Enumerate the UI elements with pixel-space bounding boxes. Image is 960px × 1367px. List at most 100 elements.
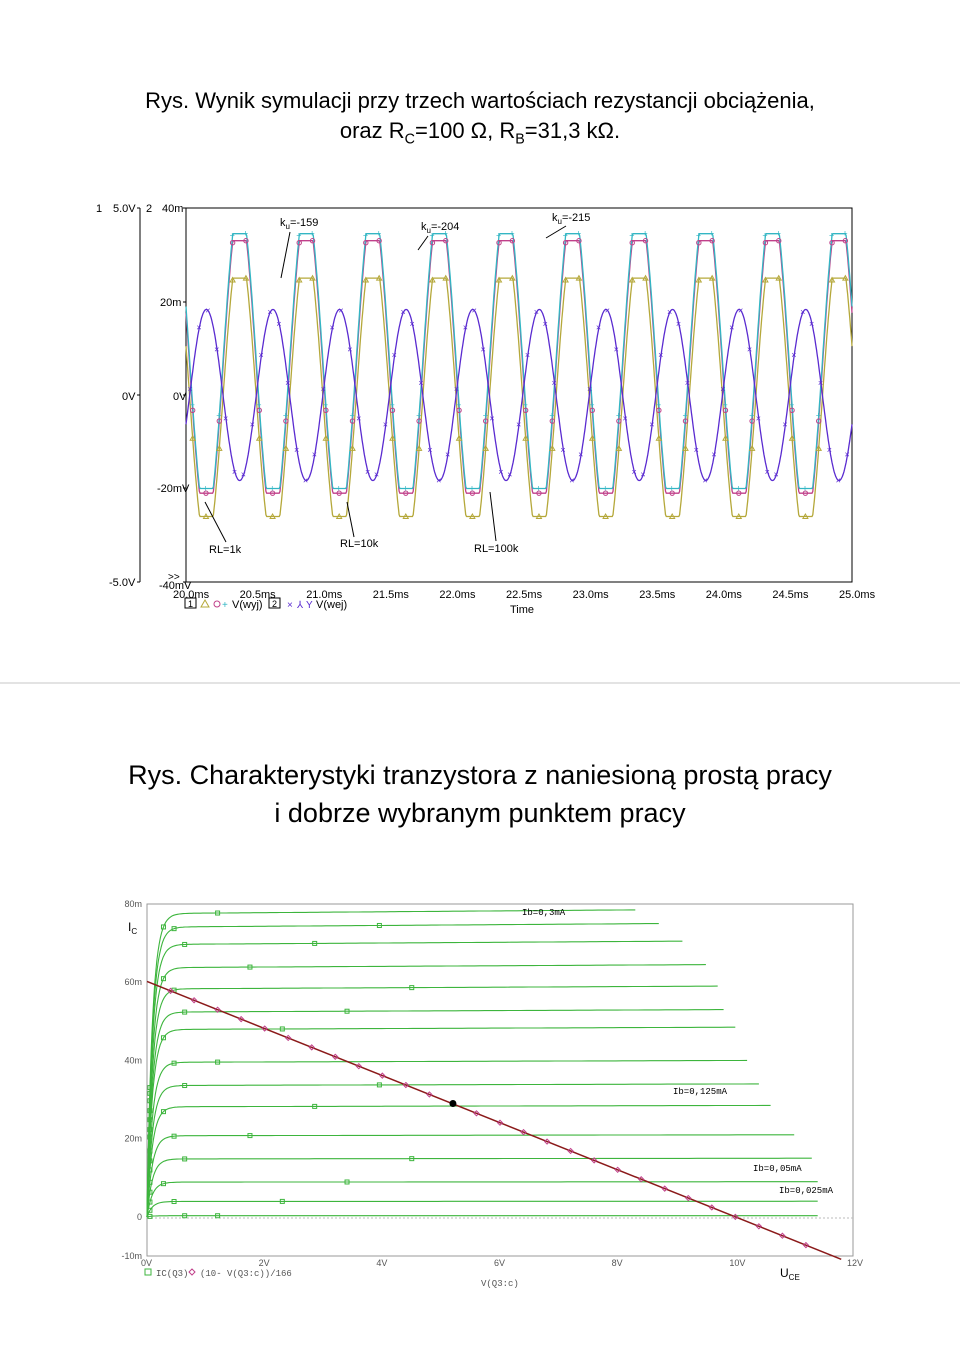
marker-cross: × [765,467,770,477]
uce-tick-label: 10V [729,1258,745,1268]
ic-marker [147,1117,153,1123]
axis-2-tick-minus40: -40mV [159,580,192,592]
uce-tick-label: 12V [847,1258,863,1268]
load-marker [779,1232,786,1239]
time-axis-ticks: 20.0ms 20.5ms 21.0ms 21.5ms 22.0ms 22.5ms 23.0… [173,589,876,601]
marker-circle [509,238,516,244]
marker-cross: × [276,319,281,329]
load-marker [355,1062,363,1070]
marker-plus: + [696,231,701,241]
ic-curve [146,1009,724,1217]
time-tick-label: 24.0ms [706,589,743,601]
marker-circle [669,490,675,496]
marker-circle [776,238,782,244]
marker-triangle [362,276,370,283]
axis-1-number: 1 [96,203,102,215]
load-marker [167,987,174,995]
title-text-mid: =100 Ω, R [415,118,516,143]
marker-circle [309,238,316,244]
load-label-1k: RL=1k [204,501,242,556]
marker-triangle [282,444,290,451]
title-text-end: =31,3 kΩ. [524,118,621,143]
legend-ic-label: IC(Q3) [156,1269,188,1279]
load-marker [543,1138,551,1145]
ic-curve [146,1200,818,1218]
transistor-characteristics-plot: 80m 60m 40m 20m 0 -10m 0V 2V 4V 6V 8V 10V 12V IC UC… [121,899,863,1289]
figure-title-line-1: Rys. Charakterystyki tranzystora z nanie… [128,760,832,790]
ic-marker [160,1035,166,1041]
marker-circle [722,407,729,413]
marker-plus: + [789,400,794,410]
marker-cross: × [729,323,734,333]
ic-curve [146,1083,759,1217]
ic-marker [312,1103,318,1109]
marker-plus: + [443,229,448,239]
ic-marker [147,1199,153,1205]
load-marker [496,1119,504,1126]
load-marker [708,1204,716,1211]
ic-marker [147,1098,153,1104]
marker-cross: × [552,378,557,388]
marker-cross: × [321,384,326,394]
marker-plus: + [776,229,781,239]
marker-plus: + [616,411,621,421]
marker-circle [376,238,382,244]
ic-curve [146,909,636,1217]
marker-cross: × [791,350,796,360]
marker-plus: + [589,400,594,410]
marker-cross: × [596,323,601,333]
load-label-100k: RL=100k [474,491,519,555]
marker-circle [456,407,462,413]
marker-circle [469,490,476,496]
marker-plus: + [270,484,275,494]
legend-2-number: 2 [272,599,277,609]
marker-triangle [695,276,703,283]
marker-triangle [548,444,556,451]
svg-text:Y: Y [306,600,313,611]
ic-curve [146,1026,736,1217]
marker-circle [403,490,409,496]
page-separator [0,682,960,684]
marker-circle [709,238,715,244]
marker-circle [682,418,689,424]
marker-cross: × [569,476,574,486]
ic-curve [146,940,683,1217]
marker-cross: × [560,445,565,455]
legend-2-label: V(wej) [316,599,347,611]
uce-tick-label: 4V [376,1258,387,1268]
load-marker [802,1241,810,1249]
legend-1-label: V(wyj) [232,599,263,611]
marker-triangle [322,434,330,441]
marker-plus: + [536,484,541,494]
marker-triangle [229,276,236,283]
marker-cross: × [756,414,761,424]
marker-circle [522,407,529,413]
ic-curve [146,1157,812,1217]
marker-cross: × [782,419,787,429]
plot-legend: IC(Q3) (10- V(Q3:c))/166 [144,1268,292,1279]
ic-marker [147,1090,153,1096]
marker-triangle [788,434,796,441]
axis-2-tick-40m: 40m [162,203,183,215]
marker-cross: × [498,467,503,477]
marker-cross: × [418,378,423,388]
marker-circle [616,418,622,424]
marker-circle [736,490,742,496]
marker-plus: + [323,400,328,410]
load-marker [284,1034,292,1042]
marker-triangle [682,444,689,451]
marker-cross: × [223,414,228,424]
time-tick-label: 25.0ms [839,589,876,601]
marker-plus: + [523,400,528,410]
marker-cross: × [694,445,699,455]
marker-cross: × [623,414,628,424]
load-marker [590,1157,598,1164]
marker-cross: × [667,307,672,317]
ic-marker [171,1133,177,1139]
load-marker [190,997,198,1004]
marker-plus: + [736,484,741,494]
uce-tick-label: 6V [494,1258,505,1268]
marker-triangle [615,444,623,451]
axis-2-tick-zero: 0V [173,391,187,403]
legend-load-label: (10- V(Q3:c))/166 [200,1269,292,1279]
